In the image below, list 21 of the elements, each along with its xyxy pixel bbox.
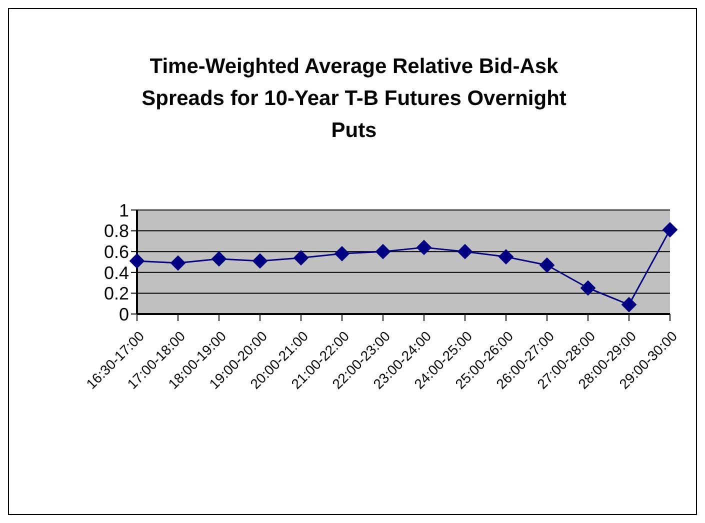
y-tick-label: 0.6 xyxy=(104,242,129,262)
point xyxy=(498,249,514,264)
point xyxy=(130,253,144,268)
y-tick-label: 0.8 xyxy=(104,221,129,242)
y-tick-label: 0.4 xyxy=(104,262,129,283)
point xyxy=(252,253,268,268)
point xyxy=(662,222,678,238)
point xyxy=(580,280,596,296)
point xyxy=(170,256,186,271)
point xyxy=(294,250,308,266)
y-tick-label: 0.2 xyxy=(104,284,129,304)
point xyxy=(376,244,390,260)
point xyxy=(334,246,350,262)
chart-title: Time-Weighted Average Relative Bid-Ask Spreads for 10-Year T-B Futures Overnight Puts xyxy=(140,54,568,144)
y-tick-label: 1 xyxy=(118,200,129,220)
point xyxy=(416,240,432,255)
point xyxy=(212,251,226,266)
point xyxy=(540,258,554,273)
point xyxy=(458,244,472,260)
y-tick-label: 0 xyxy=(118,304,129,324)
point xyxy=(622,297,636,312)
